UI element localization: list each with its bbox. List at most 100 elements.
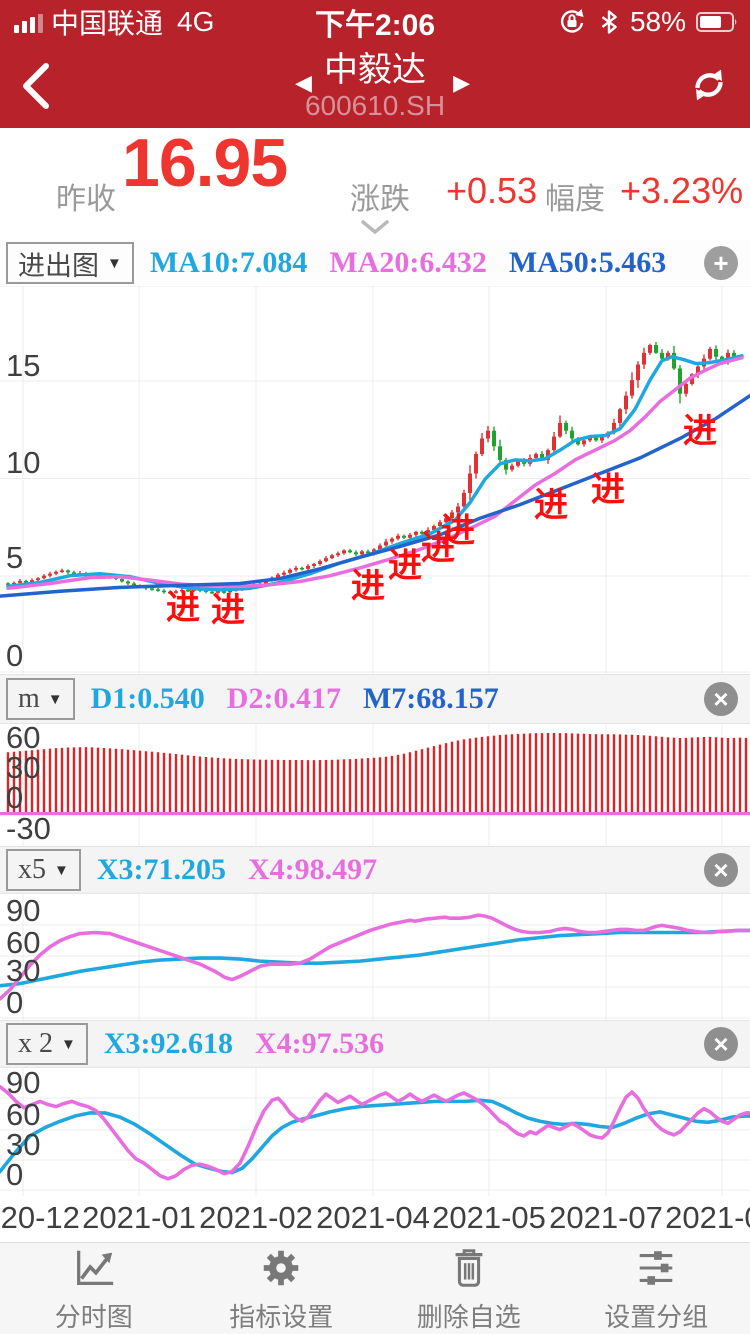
d2-value: D2:0.417: [226, 682, 341, 715]
close-m-pane-button[interactable]: ×: [704, 682, 738, 716]
ma10-value: MA10:7.084: [149, 246, 308, 279]
svg-text:30: 30: [6, 750, 40, 785]
main-indicator-selector[interactable]: 进出图 ▼: [6, 242, 134, 284]
close-x5-pane-button[interactable]: ×: [704, 853, 738, 887]
toolbar-label: 指标设置: [229, 1301, 334, 1332]
x-axis-labels: 2020-122021-012021-022021-042021-052021-…: [0, 1200, 750, 1235]
ma50-value: MA50:5.463: [508, 246, 667, 279]
chevron-down-icon: ▼: [54, 861, 69, 879]
range-value: +3.23%: [620, 170, 744, 211]
stock-title: 中毅达: [324, 51, 426, 89]
svg-text:进: 进: [421, 529, 455, 567]
range-label: 幅度: [545, 183, 605, 216]
x5-pane-header: x5 ▼ X3:71.205 X4:98.497 ×: [0, 846, 750, 894]
svg-text:-30: -30: [6, 811, 51, 846]
toolbar-label: 删除自选: [416, 1301, 521, 1332]
network-label: 4G: [177, 6, 215, 37]
battery-icon: [696, 12, 737, 32]
sliders-icon: [639, 1250, 673, 1285]
svg-text:2021-08: 2021-08: [665, 1200, 750, 1235]
svg-text:5: 5: [6, 540, 23, 575]
prev-close-label: 昨收: [56, 183, 116, 216]
svg-text:0: 0: [6, 985, 23, 1020]
x4-value: X4:97.536: [255, 1027, 385, 1060]
chevron-down-icon: ▼: [47, 690, 63, 708]
svg-text:90: 90: [6, 1066, 40, 1100]
svg-text:进: 进: [591, 471, 625, 509]
chevron-down-icon: ▼: [61, 1035, 76, 1053]
m7-value: M7:68.157: [362, 682, 499, 715]
x5-indicator-selector[interactable]: x5 ▼: [6, 849, 81, 891]
svg-text:0: 0: [6, 780, 23, 815]
svg-text:0: 0: [6, 1157, 23, 1192]
expand-chevron-icon[interactable]: [355, 216, 395, 238]
svg-text:2021-07: 2021-07: [549, 1200, 663, 1235]
line-chart-icon: [76, 1250, 113, 1285]
x2-indicator-selector[interactable]: x 2 ▼: [6, 1023, 88, 1065]
battery-percent-label: 58%: [629, 6, 686, 37]
svg-text:60: 60: [6, 722, 40, 755]
bottom-toolbar: 分时图 指标设置 删除自选: [0, 1242, 750, 1334]
svg-text:90: 90: [6, 893, 40, 928]
svg-text:15: 15: [6, 348, 40, 383]
svg-text:2020-12: 2020-12: [0, 1200, 80, 1235]
change-label: 涨跌: [350, 183, 410, 216]
m-pane-header: m ▼ D1:0.540 D2:0.417 M7:68.157 ×: [0, 674, 750, 724]
bluetooth-icon: [601, 10, 617, 34]
back-button[interactable]: [14, 58, 58, 114]
signal-strength-icon: [14, 11, 43, 33]
x2-pane-header: x 2 ▼ X3:92.618 X4:97.536 ×: [0, 1020, 750, 1068]
svg-text:60: 60: [6, 1097, 40, 1132]
m-indicator-selector[interactable]: m ▼: [6, 678, 75, 720]
svg-text:2021-02: 2021-02: [199, 1200, 313, 1235]
close-x2-pane-button[interactable]: ×: [704, 1027, 738, 1061]
toolbar-label: 分时图: [54, 1301, 133, 1332]
nav-bar: 中毅达 600610.SH ◀ ▶: [0, 44, 750, 128]
toolbar-label: 设置分组: [604, 1301, 709, 1332]
refresh-button[interactable]: [686, 60, 732, 110]
prev-stock-button[interactable]: ◀: [295, 70, 312, 95]
toolbar-item-set-groups[interactable]: 设置分组: [563, 1243, 750, 1334]
svg-text:进: 进: [166, 589, 200, 627]
svg-text:30: 30: [6, 1127, 40, 1162]
svg-text:2021-04: 2021-04: [316, 1200, 430, 1235]
svg-text:进: 进: [351, 567, 385, 605]
toolbar-item-intraday[interactable]: 分时图: [0, 1243, 188, 1334]
svg-text:进: 进: [211, 592, 245, 630]
carrier-label: 中国联通: [51, 8, 164, 39]
svg-text:60: 60: [6, 925, 40, 960]
x3-value: X3:92.618: [103, 1027, 234, 1060]
x3-value: X3:71.205: [96, 853, 227, 886]
svg-text:进: 进: [534, 487, 568, 525]
svg-text:2021-05: 2021-05: [432, 1200, 546, 1235]
svg-text:进: 进: [388, 547, 422, 585]
svg-text:0: 0: [6, 638, 23, 673]
trash-icon: [455, 1248, 483, 1287]
chevron-down-icon: ▼: [107, 254, 122, 272]
prev-close-value: 16.95: [122, 125, 288, 201]
ma20-value: MA20:6.432: [329, 246, 487, 279]
svg-text:2021-01: 2021-01: [82, 1200, 196, 1235]
x4-value: X4:98.497: [248, 853, 378, 886]
gear-icon: [264, 1250, 299, 1285]
clock-label: 下午2:06: [314, 9, 436, 42]
add-indicator-button[interactable]: +: [704, 246, 738, 280]
svg-text:进: 进: [683, 413, 717, 451]
svg-text:30: 30: [6, 953, 40, 988]
svg-text:10: 10: [6, 445, 40, 480]
toolbar-item-indicator-settings[interactable]: 指标设置: [188, 1243, 376, 1334]
main-pane-header: 进出图 ▼ MA10:7.084 MA20:6.432 MA50:5.463 +: [0, 240, 750, 286]
rotation-lock-icon: [560, 9, 584, 33]
stock-code: 600610.SH: [304, 90, 446, 121]
next-stock-button[interactable]: ▶: [453, 70, 470, 95]
toolbar-item-delete-watchlist[interactable]: 删除自选: [375, 1243, 563, 1334]
quote-summary: 昨收 16.95 涨跌 +0.53 幅度 +3.23%: [0, 125, 750, 240]
d1-value: D1:0.540: [90, 682, 205, 715]
change-value: +0.53: [446, 170, 538, 211]
status-bar: 中国联通 4G 下午2:06 58%: [0, 0, 750, 44]
